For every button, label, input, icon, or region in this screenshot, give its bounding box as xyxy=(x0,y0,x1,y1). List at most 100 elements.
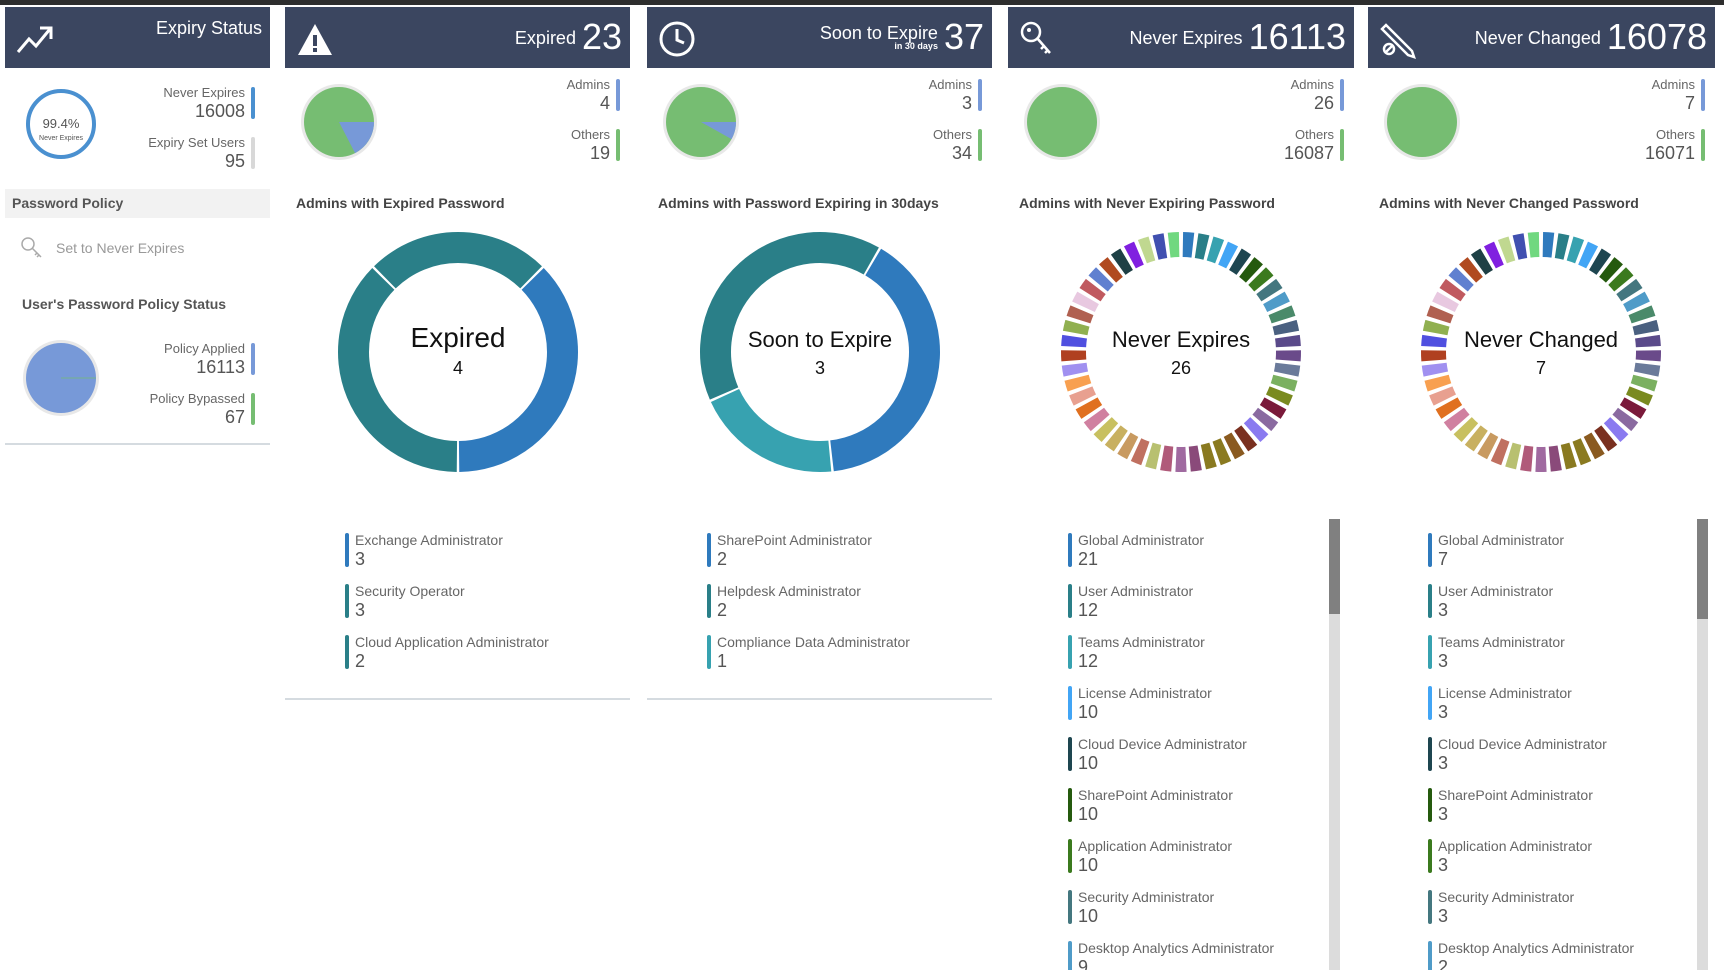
legend-scrollbar[interactable] xyxy=(1697,519,1708,970)
donut-segment[interactable] xyxy=(1243,417,1269,443)
soon-header[interactable]: Soon to Expire in 30 days 37 xyxy=(647,7,992,68)
legend-item[interactable]: Cloud Device Administrator 3 xyxy=(1428,731,1685,782)
donut-segment[interactable] xyxy=(1535,446,1547,472)
donut-segment[interactable] xyxy=(1628,305,1656,324)
donut-segment[interactable] xyxy=(1583,432,1605,460)
donut-segment[interactable] xyxy=(1061,350,1087,362)
donut-segment[interactable] xyxy=(1145,442,1162,470)
donut-segment[interactable] xyxy=(1263,291,1290,313)
donut-segment[interactable] xyxy=(1619,397,1647,419)
donut-segment[interactable] xyxy=(1483,241,1504,269)
donut-segment[interactable] xyxy=(1633,362,1661,377)
donut-segment[interactable] xyxy=(1137,236,1156,264)
donut-segment[interactable] xyxy=(1421,350,1447,362)
donut-segment[interactable] xyxy=(1443,407,1470,432)
donut-segment-2[interactable] xyxy=(710,389,832,472)
donut-segment[interactable] xyxy=(1599,257,1623,283)
legend-item[interactable]: Cloud Application Administrator 2 xyxy=(345,629,600,680)
donut-segment[interactable] xyxy=(1490,438,1510,466)
donut-segment[interactable] xyxy=(1470,248,1493,275)
donut-segment[interactable] xyxy=(1268,305,1296,324)
donut-segment[interactable] xyxy=(1093,417,1119,443)
donut-segment[interactable] xyxy=(1110,248,1133,275)
legend-item[interactable]: Application Administrator 10 xyxy=(1068,833,1324,884)
donut-segment[interactable] xyxy=(1104,425,1128,452)
donut-segment[interactable] xyxy=(1206,236,1225,264)
donut-segment[interactable] xyxy=(1259,397,1287,419)
legend-item[interactable]: Helpdesk Administrator 2 xyxy=(707,578,962,629)
legend-item[interactable]: Security Administrator 3 xyxy=(1428,884,1685,935)
donut-segment[interactable] xyxy=(1188,445,1202,472)
donut-segment[interactable] xyxy=(1123,241,1144,269)
legend-item[interactable]: Security Administrator 10 xyxy=(1068,884,1324,935)
donut-segment[interactable] xyxy=(1439,278,1466,302)
legend-item[interactable]: Global Administrator 21 xyxy=(1068,527,1324,578)
donut-segment[interactable] xyxy=(1426,305,1454,324)
donut-segment[interactable] xyxy=(1453,417,1479,443)
donut-segment[interactable] xyxy=(1239,257,1263,283)
donut-segment[interactable] xyxy=(1625,386,1653,406)
donut-segment[interactable] xyxy=(1554,233,1570,260)
donut-segment[interactable] xyxy=(1635,350,1661,362)
donut-segment[interactable] xyxy=(1421,334,1447,348)
donut-segment[interactable] xyxy=(1270,374,1298,392)
donut-segment[interactable] xyxy=(1623,291,1650,313)
donut-segment[interactable] xyxy=(1630,374,1658,392)
donut-segment[interactable] xyxy=(1448,267,1474,292)
donut-segment[interactable] xyxy=(1256,278,1283,302)
scrollbar-thumb[interactable] xyxy=(1697,519,1708,619)
donut-segment[interactable] xyxy=(1064,374,1092,392)
donut-segment[interactable] xyxy=(1273,362,1301,377)
legend-item[interactable]: SharePoint Administrator 10 xyxy=(1068,782,1324,833)
donut-segment-1[interactable] xyxy=(700,231,879,400)
donut-segment[interactable] xyxy=(1566,236,1585,264)
donut-segment[interactable] xyxy=(1505,442,1522,470)
donut-segment[interactable] xyxy=(1578,241,1599,269)
donut-segment[interactable] xyxy=(1464,425,1488,452)
set-never-expires-button[interactable]: Set to Never Expires xyxy=(20,235,184,261)
donut-segment[interactable] xyxy=(1075,397,1103,419)
donut-segment[interactable] xyxy=(1520,445,1534,472)
donut-segment[interactable] xyxy=(1194,233,1210,260)
legend-scrollbar[interactable] xyxy=(1329,519,1340,970)
donut-segment[interactable] xyxy=(1589,248,1612,275)
donut-segment[interactable] xyxy=(1632,319,1660,336)
donut-segment[interactable] xyxy=(1252,407,1279,432)
legend-item[interactable]: License Administrator 10 xyxy=(1068,680,1324,731)
donut-segment[interactable] xyxy=(1130,438,1150,466)
donut-segment[interactable] xyxy=(1560,442,1577,470)
legend-item[interactable]: Global Administrator 7 xyxy=(1428,527,1685,578)
legend-item[interactable]: SharePoint Administrator 3 xyxy=(1428,782,1685,833)
donut-segment[interactable] xyxy=(1616,278,1643,302)
donut-segment[interactable] xyxy=(1512,233,1528,260)
legend-item[interactable]: User Administrator 12 xyxy=(1068,578,1324,629)
donut-segment[interactable] xyxy=(1182,232,1195,258)
donut-segment[interactable] xyxy=(1435,397,1463,419)
donut-segment-0[interactable] xyxy=(830,248,940,472)
legend-item[interactable]: Desktop Analytics Administrator 9 xyxy=(1068,935,1324,970)
donut-segment[interactable] xyxy=(1603,417,1629,443)
legend-item[interactable]: Teams Administrator 3 xyxy=(1428,629,1685,680)
donut-segment[interactable] xyxy=(1608,267,1634,292)
donut-segment[interactable] xyxy=(1594,425,1618,452)
donut-segment[interactable] xyxy=(1223,432,1245,460)
donut-segment[interactable] xyxy=(1424,374,1452,392)
donut-segment[interactable] xyxy=(1572,438,1592,466)
donut-segment[interactable] xyxy=(1229,248,1252,275)
legend-item[interactable]: User Administrator 3 xyxy=(1428,578,1685,629)
scrollbar-thumb[interactable] xyxy=(1329,519,1340,614)
donut-segment[interactable] xyxy=(1160,445,1174,472)
donut-segment[interactable] xyxy=(1527,232,1540,258)
donut-segment[interactable] xyxy=(1542,232,1555,258)
donut-segment[interactable] xyxy=(1099,257,1123,283)
donut-segment[interactable] xyxy=(1218,241,1239,269)
legend-item[interactable]: Teams Administrator 12 xyxy=(1068,629,1324,680)
donut-segment[interactable] xyxy=(1248,267,1274,292)
donut-segment[interactable] xyxy=(1066,305,1094,324)
donut-segment[interactable] xyxy=(1212,438,1232,466)
donut-segment[interactable] xyxy=(1275,334,1301,348)
donut-segment[interactable] xyxy=(1429,386,1457,406)
donut-segment[interactable] xyxy=(1459,257,1483,283)
legend-item[interactable]: Exchange Administrator 3 xyxy=(345,527,600,578)
donut-segment[interactable] xyxy=(1432,291,1459,313)
